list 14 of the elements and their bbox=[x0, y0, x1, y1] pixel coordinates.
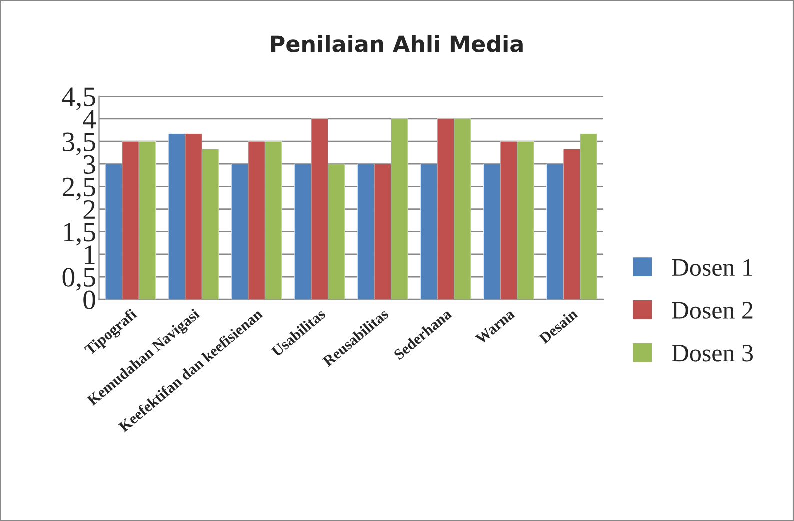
legend-label: Dosen 3 bbox=[672, 344, 754, 362]
y-tick-label: 1 bbox=[85, 246, 95, 264]
y-tick-label: 2,5 bbox=[62, 178, 96, 201]
legend-label: Dosen 2 bbox=[672, 302, 753, 319]
legend-label: Dosen 1 bbox=[672, 259, 753, 276]
y-tick-label: 2 bbox=[84, 200, 95, 219]
y-tick-label: 3 bbox=[84, 155, 96, 174]
y-tick-label: 0 bbox=[84, 290, 96, 310]
y-tick-label: 4 bbox=[83, 110, 96, 129]
y-tick-label: 4,5 bbox=[62, 88, 96, 110]
y-tick-label: 1,5 bbox=[64, 223, 96, 246]
chart-title: Penilaian Ahli Media bbox=[271, 35, 523, 52]
y-tick-label: 3,5 bbox=[63, 132, 96, 156]
y-tick-label: 0,5 bbox=[62, 268, 96, 291]
